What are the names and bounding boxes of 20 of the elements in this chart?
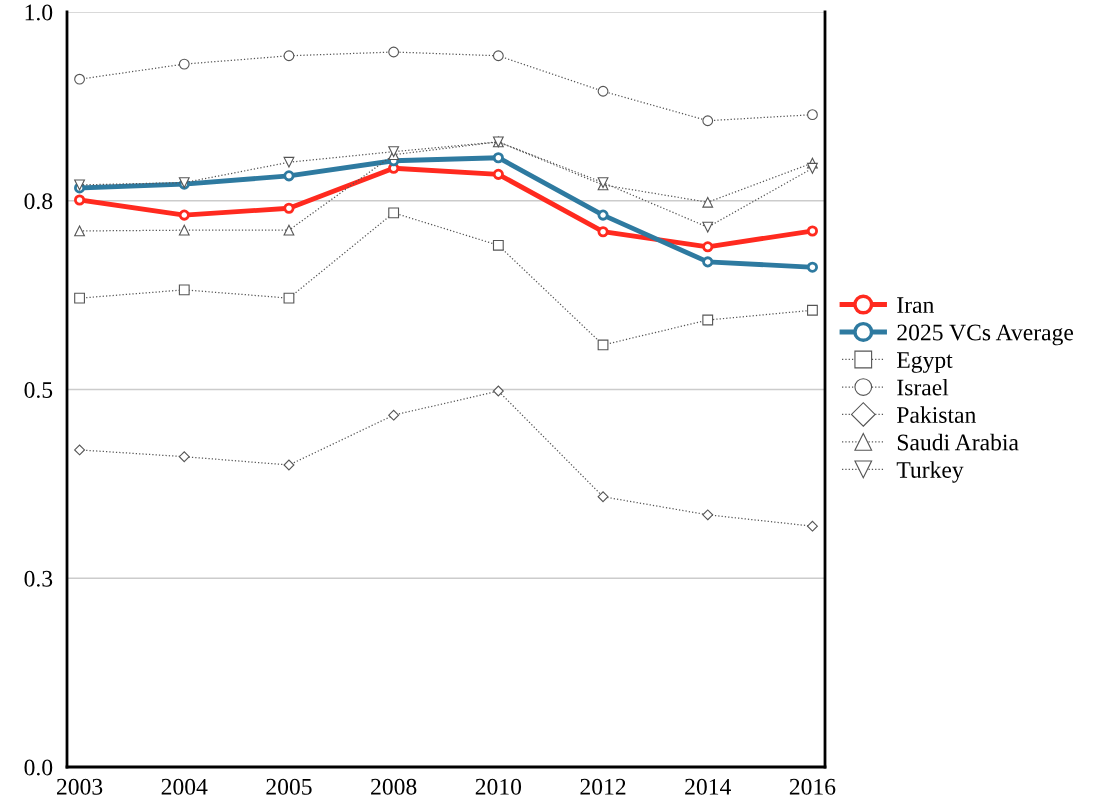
y-tick-label: 0.3 (24, 570, 53, 587)
x-tick-label: 2003 (56, 778, 103, 795)
x-tick-label: 2010 (475, 778, 522, 795)
x-tick-label: 2016 (789, 778, 836, 795)
legend-label: Egypt (897, 352, 953, 373)
legend-label: Pakistan (897, 406, 976, 423)
y-tick-label: 1.0 (25, 4, 53, 21)
x-tick-label: 2008 (371, 778, 417, 795)
y-tick-label: 0.5 (24, 381, 53, 399)
x-tick-label: 2005 (266, 778, 312, 795)
x-tick-label: 2014 (685, 778, 731, 795)
legend-label: Saudi Arabia (897, 433, 1019, 451)
y-tick-label: 0.8 (24, 193, 53, 210)
legend-label: 2025 VCs Average (897, 324, 1074, 346)
x-tick-label: 2004 (161, 778, 208, 795)
y-tick-label: 0.0 (24, 759, 53, 776)
legend-label: Turkey (896, 461, 964, 483)
legend-label: Israel (897, 378, 949, 396)
legend-label: Iran (897, 297, 934, 314)
x-tick-label: 2012 (580, 778, 626, 795)
